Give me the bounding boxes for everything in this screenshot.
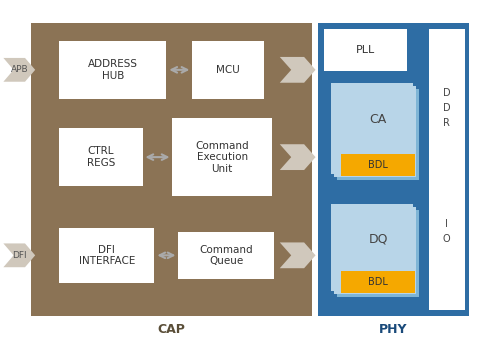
- Text: D
D
R: D D R: [443, 88, 451, 128]
- Bar: [335, 86, 416, 177]
- Text: PLL: PLL: [356, 45, 375, 55]
- Text: ADDRESS
HUB: ADDRESS HUB: [88, 59, 138, 81]
- Bar: [31, 23, 312, 316]
- Bar: [335, 207, 416, 294]
- Bar: [192, 41, 264, 99]
- Text: DFI
INTERFACE: DFI INTERFACE: [79, 245, 135, 266]
- Bar: [318, 23, 468, 316]
- Bar: [179, 231, 274, 279]
- Text: PHY: PHY: [379, 323, 408, 336]
- Text: I
O: I O: [443, 219, 451, 244]
- Text: DQ: DQ: [369, 233, 388, 246]
- Bar: [332, 204, 413, 291]
- Text: MCU: MCU: [216, 65, 240, 75]
- Bar: [332, 83, 413, 174]
- Text: CTRL
REGS: CTRL REGS: [86, 146, 115, 168]
- Bar: [429, 29, 465, 310]
- Polygon shape: [280, 243, 315, 268]
- Text: CAP: CAP: [157, 323, 185, 336]
- Bar: [59, 228, 155, 283]
- Bar: [59, 41, 167, 99]
- Bar: [324, 29, 407, 71]
- Text: Command
Execution
Unit: Command Execution Unit: [195, 140, 249, 174]
- Polygon shape: [3, 244, 35, 267]
- Bar: [341, 271, 415, 293]
- Bar: [172, 118, 272, 196]
- Polygon shape: [280, 57, 315, 83]
- Text: Command
Queue: Command Queue: [199, 245, 253, 266]
- Bar: [337, 210, 419, 297]
- Text: BDL: BDL: [368, 160, 388, 170]
- Text: DFI: DFI: [12, 251, 26, 260]
- Text: APB: APB: [11, 65, 28, 74]
- Bar: [341, 154, 415, 176]
- Text: BDL: BDL: [368, 277, 388, 287]
- Text: CA: CA: [370, 114, 387, 126]
- Polygon shape: [280, 144, 315, 170]
- Bar: [59, 128, 143, 186]
- Polygon shape: [3, 58, 35, 82]
- Bar: [337, 89, 419, 180]
